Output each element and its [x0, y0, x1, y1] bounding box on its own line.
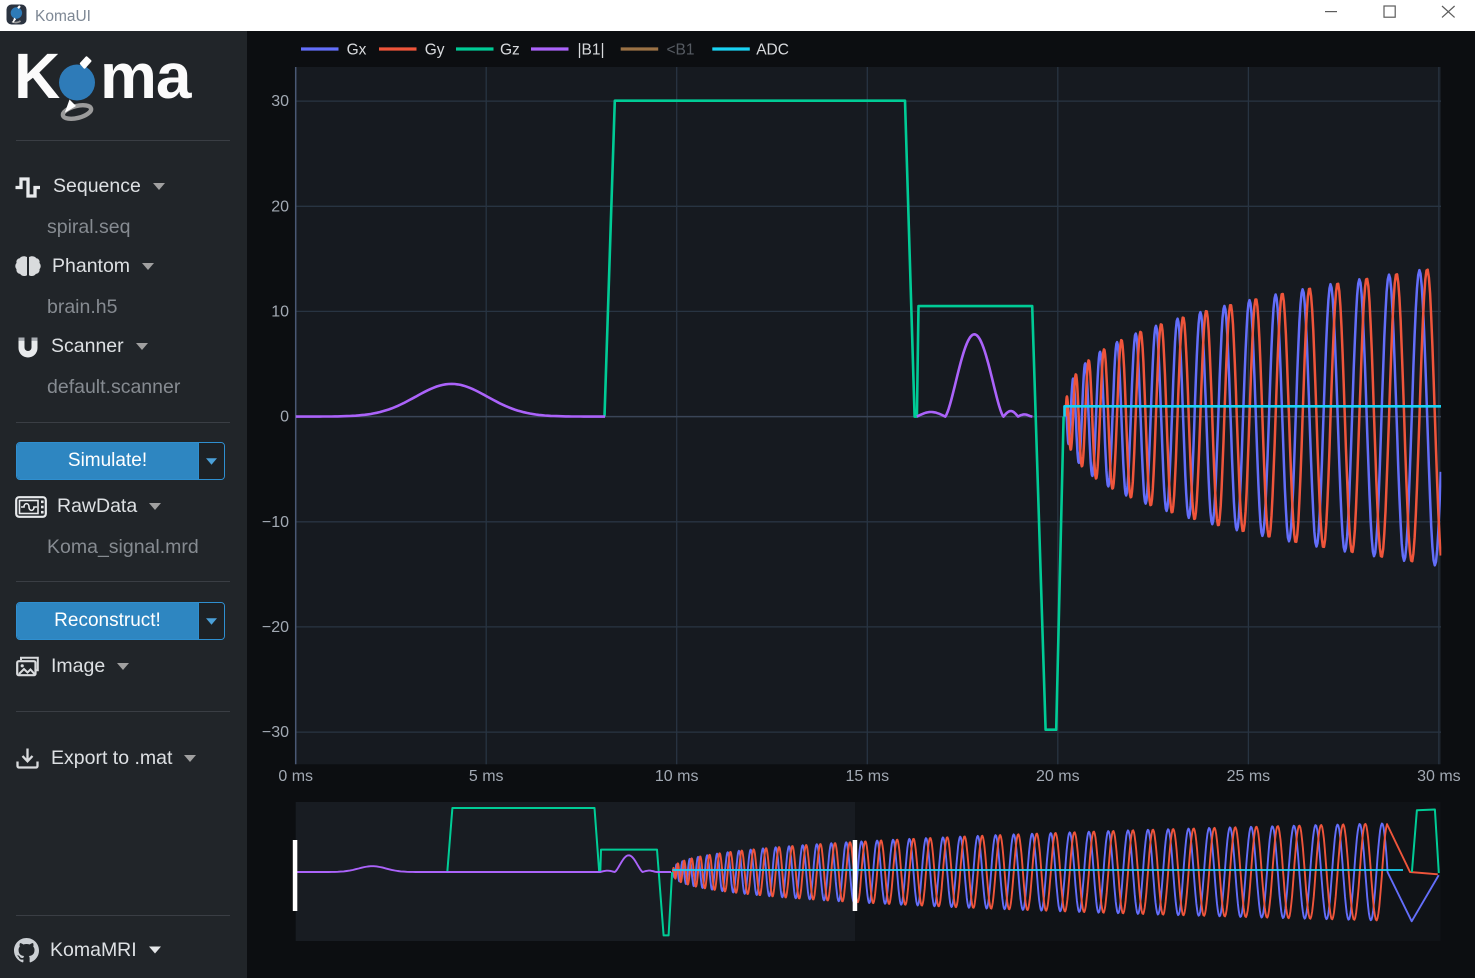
- svg-text:ma: ma: [100, 40, 192, 112]
- svg-text:Gy: Gy: [425, 42, 445, 59]
- svg-text:30 ms: 30 ms: [1417, 768, 1461, 785]
- svg-text:−10: −10: [262, 514, 289, 531]
- svg-text:−30: −30: [262, 724, 289, 741]
- svg-text:<B1: <B1: [667, 42, 695, 59]
- svg-text:5 ms: 5 ms: [469, 768, 504, 785]
- svg-text:|B1|: |B1|: [578, 42, 605, 59]
- svg-text:ADC: ADC: [756, 42, 789, 59]
- svg-text:20: 20: [271, 198, 289, 215]
- svg-text:Gx: Gx: [347, 42, 367, 59]
- svg-text:15 ms: 15 ms: [846, 768, 890, 785]
- svg-text:0 ms: 0 ms: [278, 768, 313, 785]
- svg-text:25 ms: 25 ms: [1227, 768, 1271, 785]
- svg-text:K: K: [14, 40, 60, 112]
- svg-text:10: 10: [271, 303, 289, 320]
- svg-text:20 ms: 20 ms: [1036, 768, 1080, 785]
- svg-text:Gz: Gz: [500, 42, 520, 59]
- svg-text:10 ms: 10 ms: [655, 768, 699, 785]
- svg-text:0: 0: [280, 409, 289, 426]
- svg-text:−20: −20: [262, 619, 289, 636]
- svg-text:30: 30: [271, 93, 289, 110]
